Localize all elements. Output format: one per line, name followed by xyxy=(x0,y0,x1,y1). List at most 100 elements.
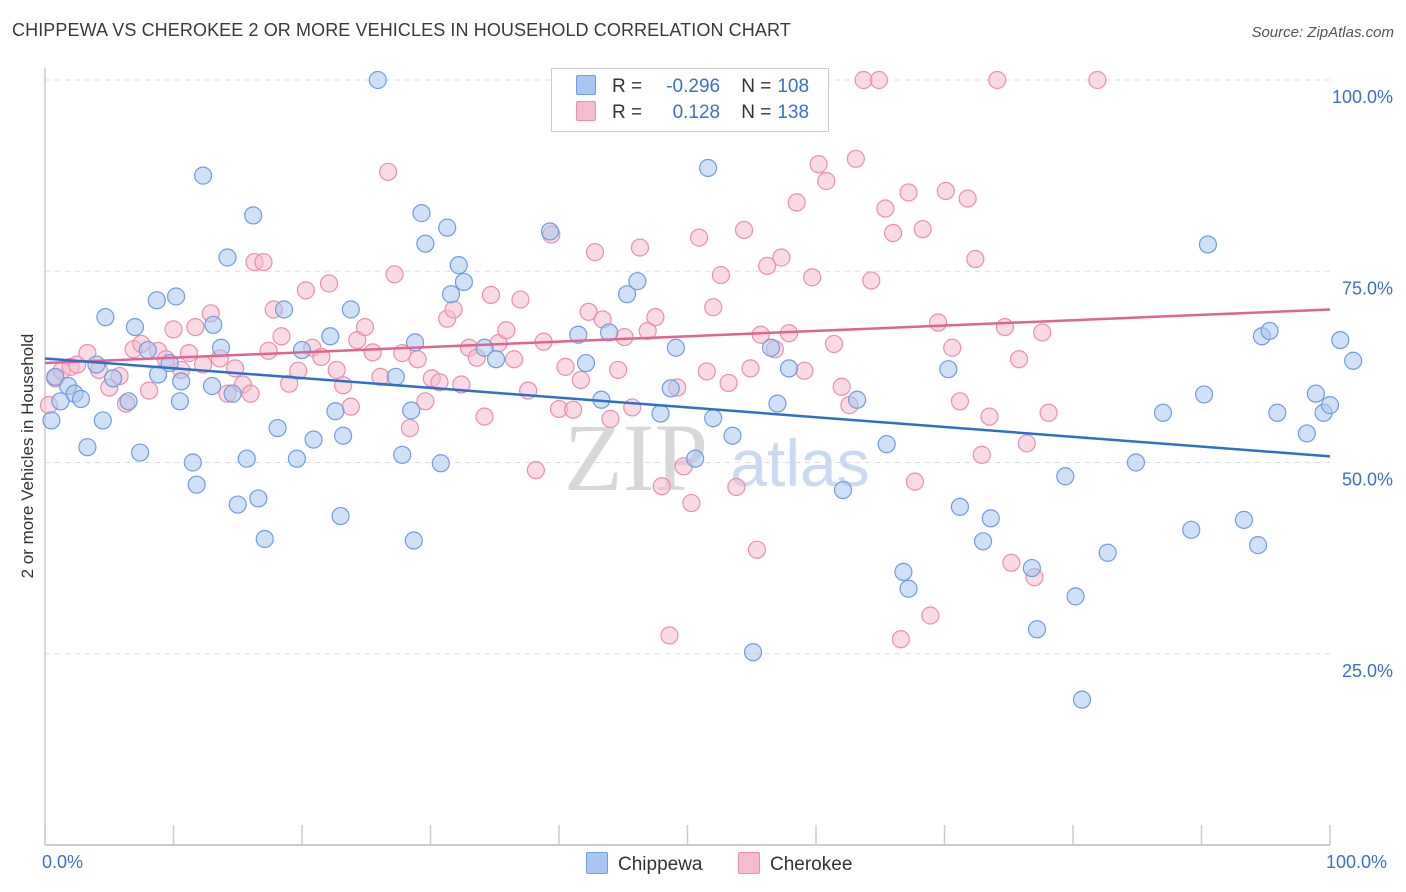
chippewa-point-55 xyxy=(449,256,468,275)
bottom-cherokee-swatch xyxy=(738,852,760,874)
cherokee-point-82 xyxy=(660,626,679,645)
chippewa-point-29 xyxy=(228,495,247,514)
correlation-legend: R = -0.296 N = 108 R = 0.128 N = 138 xyxy=(551,68,829,132)
cherokee-point-120 xyxy=(936,181,955,201)
cherokee-point-18 xyxy=(186,317,205,337)
chippewa-point-12 xyxy=(125,317,145,337)
chippewa-point-32 xyxy=(249,489,268,508)
cherokee-point-118 xyxy=(921,606,940,625)
chippewa-point-67 xyxy=(661,379,680,398)
chippewa-point-80 xyxy=(894,562,913,581)
chippewa-point-22 xyxy=(187,475,206,494)
chippewa-point-47 xyxy=(402,401,421,420)
chippewa-point-24 xyxy=(202,376,222,396)
cherokee-point-87 xyxy=(697,362,716,381)
chippewa-point-68 xyxy=(666,338,686,357)
chippewa-point-43 xyxy=(341,300,360,319)
cherokee-point-48 xyxy=(408,350,427,369)
cherokee-point-38 xyxy=(334,376,353,395)
cherokee-point-31 xyxy=(280,374,299,393)
chippewa-point-48 xyxy=(404,531,423,550)
cherokee-point-71 xyxy=(579,302,598,321)
chippewa-point-10 xyxy=(104,369,123,388)
y-tick-label-50: 50.0% xyxy=(1342,470,1393,490)
cherokee-point-135 xyxy=(1088,70,1107,90)
cherokee-point-91 xyxy=(727,477,746,497)
chippewa-point-100 xyxy=(1260,321,1279,341)
y-tick-label-75: 75.0% xyxy=(1342,278,1393,298)
bottom-legend-chippewa: Chippewa xyxy=(586,852,703,876)
trend-lines xyxy=(44,308,1331,458)
chippewa-point-86 xyxy=(1022,558,1041,578)
chippewa-point-45 xyxy=(386,367,405,386)
bottom-chippewa-swatch xyxy=(586,852,608,874)
chippewa-point-89 xyxy=(1066,587,1085,606)
cherokee-point-131 xyxy=(1017,434,1036,453)
cherokee-point-115 xyxy=(899,183,918,202)
chippewa-point-51 xyxy=(416,234,435,253)
cherokee-point-134 xyxy=(1039,403,1058,422)
cherokee-point-51 xyxy=(430,373,449,392)
chippewa-point-42 xyxy=(334,426,353,445)
cherokee-point-36 xyxy=(319,274,339,293)
legend-row-chippewa: R = -0.296 N = 108 xyxy=(576,75,809,101)
chippewa-point-46 xyxy=(393,445,412,464)
chippewa-point-63 xyxy=(600,323,619,342)
cherokee-point-113 xyxy=(883,223,903,243)
chippewa-point-92 xyxy=(1126,453,1146,472)
cherokee-point-58 xyxy=(481,285,500,305)
cherokee-point-103 xyxy=(809,155,828,174)
cherokee-point-122 xyxy=(950,392,970,411)
cherokee-point-25 xyxy=(241,384,260,403)
cherokee-point-68 xyxy=(556,357,575,376)
chippewa-point-58 xyxy=(486,350,506,369)
cherokee-point-98 xyxy=(772,248,791,267)
legend-n-label-cherokee: N = xyxy=(741,102,772,123)
chippewa-point-41 xyxy=(331,506,350,526)
chippewa-point-72 xyxy=(723,426,742,445)
chippewa-point-0 xyxy=(42,411,61,430)
cherokee-point-49 xyxy=(416,392,435,411)
cherokee-point-92 xyxy=(734,220,754,240)
cherokee-point-61 xyxy=(504,350,524,369)
chippewa-point-31 xyxy=(244,206,263,225)
legend-r-label-chippewa: R = xyxy=(612,76,643,97)
chippewa-point-33 xyxy=(255,529,274,549)
cherokee-point-110 xyxy=(862,271,881,290)
chippewa-point-20 xyxy=(172,372,191,391)
bottom-legend-cherokee-label: Cherokee xyxy=(770,854,853,875)
cherokee-point-72 xyxy=(585,243,605,262)
chippewa-point-102 xyxy=(1297,424,1316,443)
chippewa-point-5 xyxy=(71,389,91,409)
chippewa-point-7 xyxy=(87,355,106,374)
cherokee-point-75 xyxy=(609,360,628,380)
cherokee-point-116 xyxy=(905,472,925,491)
cherokee-swatch xyxy=(576,101,596,121)
chippewa-point-61 xyxy=(576,353,596,373)
chippewa-point-84 xyxy=(973,532,993,551)
chippewa-point-87 xyxy=(1027,620,1047,639)
chippewa-point-101 xyxy=(1268,403,1287,422)
cherokee-point-105 xyxy=(824,334,844,354)
cherokee-point-123 xyxy=(958,189,977,208)
chippewa-point-18 xyxy=(166,287,186,306)
cherokee-point-125 xyxy=(972,445,991,464)
cherokee-point-102 xyxy=(803,268,822,287)
chippewa-point-53 xyxy=(438,218,457,237)
chippewa-trend-line xyxy=(44,357,1331,458)
chippewa-point-66 xyxy=(651,404,670,423)
chippewa-point-88 xyxy=(1056,467,1075,486)
chippewa-point-21 xyxy=(183,453,202,472)
cherokee-point-45 xyxy=(385,265,404,284)
bottom-legend-chippewa-label: Chippewa xyxy=(618,854,703,875)
chippewa-point-9 xyxy=(96,308,115,327)
chippewa-point-103 xyxy=(1306,384,1325,403)
chippewa-point-39 xyxy=(321,327,340,346)
legend-r-value-cherokee: 0.128 xyxy=(672,102,721,123)
chippewa-point-95 xyxy=(1194,385,1214,404)
cherokee-point-129 xyxy=(1002,553,1021,572)
chippewa-point-82 xyxy=(939,360,958,379)
cherokee-point-127 xyxy=(988,70,1007,90)
cherokee-point-76 xyxy=(615,327,634,347)
cherokee-point-133 xyxy=(1033,323,1052,342)
